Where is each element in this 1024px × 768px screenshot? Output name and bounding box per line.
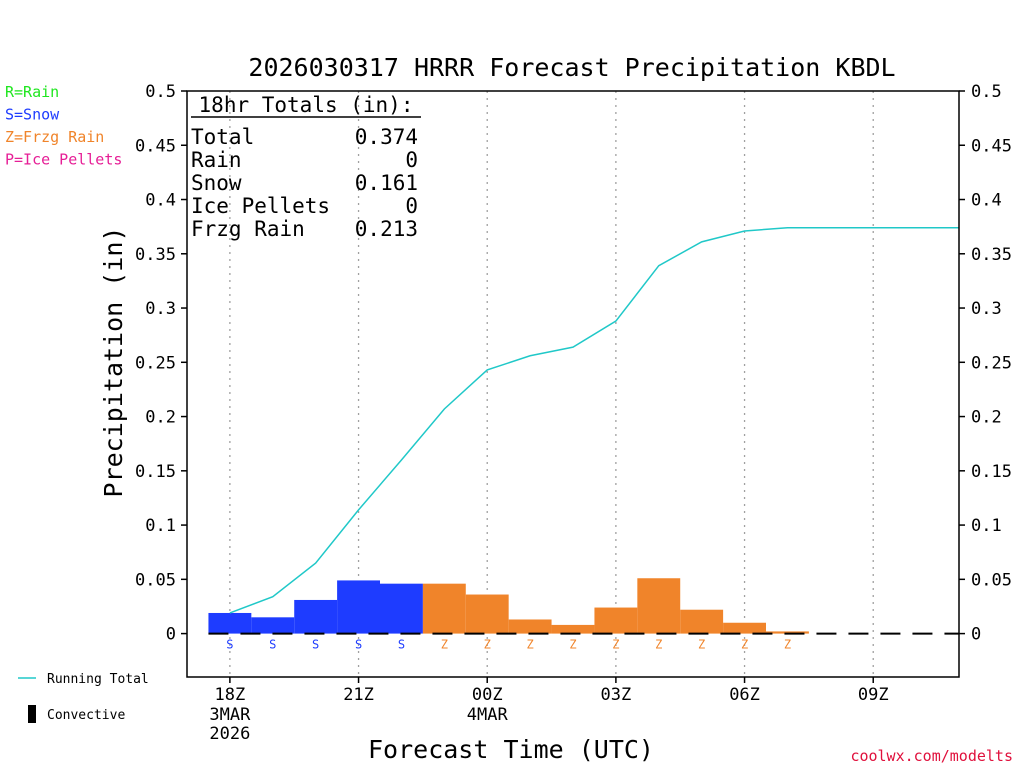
- y-tick-label-left: 0.05: [135, 570, 176, 590]
- x-tick-label: 06Z: [729, 685, 760, 705]
- running-total-line: [229, 226, 959, 614]
- precip-type-legend: R=Rain S=Snow Z=Frzg Rain P=Ice Pellets: [5, 83, 122, 169]
- type-legend-entry: R=Rain: [5, 83, 59, 101]
- x-tick-label: 18Z: [215, 685, 246, 705]
- totals-row-label: Snow: [191, 171, 242, 195]
- precip-bar: [208, 612, 252, 634]
- plot-frame: [186, 90, 960, 678]
- series-legend-label: Running Total: [47, 672, 149, 687]
- x-tick-label: 09Z: [858, 685, 889, 705]
- precip-bar: [422, 583, 466, 634]
- totals-row-value: 0: [405, 148, 418, 172]
- precip-type-letter: Z: [784, 638, 791, 652]
- totals-row-label: Total: [191, 125, 254, 149]
- precip-type-letter: Z: [612, 638, 619, 652]
- totals-box: 18hr Totals (in): Total 0.374 Rain 0 Snow 0.1…: [191, 93, 421, 241]
- precip-type-letter: Z: [655, 638, 662, 652]
- x-tick-label: 00Z: [472, 685, 503, 705]
- y-tick-label-right: 0.2: [971, 408, 1002, 428]
- y-tick-label-right: 0.45: [971, 136, 1012, 156]
- totals-title: 18hr Totals (in):: [199, 93, 414, 117]
- totals-row-label: Ice Pellets: [191, 194, 330, 218]
- totals-rows: Total 0.374 Rain 0 Snow 0.161 Ice Pellets 0 Frzg…: [191, 125, 418, 241]
- precip-type-letter: S: [226, 638, 233, 652]
- y-tick-label-left: 0.4: [145, 191, 176, 211]
- totals-row-value: 0.213: [355, 217, 418, 241]
- y-tick-label-left: 0.1: [145, 516, 176, 536]
- x-tick-year: 2026: [209, 724, 250, 744]
- precip-type-letter: Z: [441, 638, 448, 652]
- totals-row-label: Frzg Rain: [191, 217, 305, 241]
- y-tick-label-left: 0.15: [135, 462, 176, 482]
- precip-type-letter: S: [398, 638, 405, 652]
- y-tick-label-right: 0.15: [971, 462, 1012, 482]
- y-tick-label-right: 0.4: [971, 191, 1002, 211]
- precip-bar: [294, 599, 338, 634]
- type-legend-entry: P=Ice Pellets: [5, 151, 122, 169]
- precip-bar: [766, 631, 809, 634]
- precip-bar: [337, 580, 380, 634]
- series-legend-label: Convective: [47, 708, 125, 723]
- precip-type-letter: S: [355, 638, 362, 652]
- precip-bar: [551, 624, 595, 634]
- y-tick-label-left: 0.35: [135, 245, 176, 265]
- y-tick-label-left: 0.3: [145, 299, 176, 319]
- x-tick-label: 03Z: [601, 685, 632, 705]
- totals-row-value: 0: [405, 194, 418, 218]
- precip-bar: [594, 607, 638, 634]
- chart-title: 2026030317 HRRR Forecast Precipitation K…: [248, 53, 895, 82]
- precip-bar: [637, 578, 681, 634]
- y-axis-label: Precipitation (in): [99, 227, 128, 498]
- y-tick-label-right: 0.25: [971, 353, 1012, 373]
- y-tick-label-right: 0.35: [971, 245, 1012, 265]
- x-axis-label: Forecast Time (UTC): [368, 735, 654, 764]
- precip-bar: [251, 617, 295, 634]
- y-tick-label-left: 0.25: [135, 353, 176, 373]
- y-axis-right: 0 0.05 0.1 0.15 0.2 0.25 0.3 0.35 0.4 0.45 0.5: [959, 82, 1012, 645]
- convective-legend-swatch: [28, 705, 36, 723]
- series-legend: Running Total Convective: [18, 672, 149, 723]
- type-legend-entry: S=Snow: [5, 106, 60, 124]
- y-tick-label-right: 0: [971, 625, 981, 645]
- precip-type-letter: Z: [698, 638, 705, 652]
- x-tick-date: 4MAR: [467, 705, 509, 725]
- y-axis-left: 0 0.05 0.1 0.15 0.2 0.25 0.3 0.35 0.4 0.45 0.5: [135, 82, 187, 645]
- y-tick-label-left: 0.2: [145, 408, 176, 428]
- y-tick-label-left: 0.45: [135, 136, 176, 156]
- precip-bar: [723, 622, 766, 634]
- y-tick-label-right: 0.05: [971, 570, 1012, 590]
- y-tick-label-right: 0.1: [971, 516, 1002, 536]
- x-tick-date: 3MAR: [209, 705, 251, 725]
- totals-row-label: Rain: [191, 148, 242, 172]
- precip-bar: [680, 609, 724, 634]
- y-tick-label-left: 0: [166, 625, 176, 645]
- totals-row-value: 0.374: [355, 125, 418, 149]
- totals-row-value: 0.161: [355, 171, 418, 195]
- precip-type-letter: Z: [484, 638, 491, 652]
- type-legend-entry: Z=Frzg Rain: [5, 128, 104, 146]
- precip-type-letter: S: [269, 638, 276, 652]
- vertical-gridlines: [229, 91, 874, 677]
- precip-bar: [508, 619, 552, 634]
- precip-type-letter: Z: [526, 638, 533, 652]
- precip-bar: [380, 583, 423, 634]
- y-tick-label-left: 0.5: [145, 82, 176, 102]
- credit-text: coolwx.com/modelts: [850, 747, 1013, 765]
- precip-type-letter: S: [312, 638, 319, 652]
- y-tick-label-right: 0.5: [971, 82, 1002, 102]
- precip-bar: [465, 594, 509, 634]
- y-tick-label-right: 0.3: [971, 299, 1002, 319]
- x-tick-label: 21Z: [343, 685, 374, 705]
- hourly-precip-bars: [208, 578, 809, 634]
- precip-type-letter: Z: [569, 638, 576, 652]
- precip-type-letter: Z: [741, 638, 748, 652]
